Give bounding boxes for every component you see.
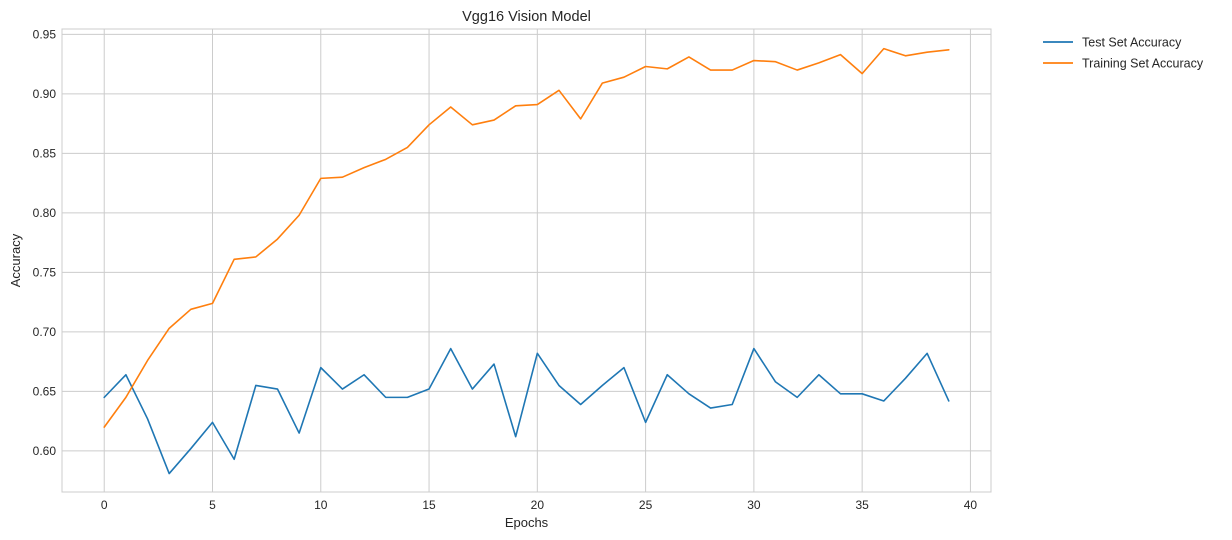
y-tick-label: 0.80 (33, 206, 57, 220)
y-tick-label: 0.75 (33, 265, 57, 279)
y-tick-label: 0.70 (33, 325, 57, 339)
grid (62, 29, 991, 492)
x-tick-label: 20 (531, 498, 545, 512)
x-tick-label: 35 (855, 498, 869, 512)
series-line-0 (103, 347, 950, 475)
x-axis-label: Epochs (505, 515, 549, 530)
y-tick-label: 0.65 (33, 384, 57, 398)
x-tick-label: 0 (101, 498, 108, 512)
legend-label-0: Test Set Accuracy (1082, 36, 1182, 50)
tick-labels: 0 5 10 15 20 25 30 35 40 0.60 0.65 0.70 0.75 0.80 0.85… (33, 27, 978, 512)
x-tick-label: 15 (422, 498, 436, 512)
y-tick-label: 0.90 (33, 87, 57, 101)
x-tick-label: 10 (314, 498, 328, 512)
y-axis-label: Accuracy (8, 233, 23, 287)
legend: Test Set Accuracy Training Set Accuracy (1043, 36, 1204, 71)
x-tick-label: 30 (747, 498, 761, 512)
x-tick-label: 25 (639, 498, 653, 512)
chart-title: Vgg16 Vision Model (462, 9, 591, 25)
series-line-1 (103, 47, 950, 428)
legend-label-1: Training Set Accuracy (1082, 57, 1204, 71)
series-lines (103, 47, 950, 475)
y-tick-label: 0.85 (33, 146, 57, 160)
y-tick-label: 0.95 (33, 27, 57, 41)
x-tick-label: 40 (964, 498, 978, 512)
x-tick-label: 5 (209, 498, 216, 512)
y-tick-label: 0.60 (33, 444, 57, 458)
plot-area-frame (61, 28, 992, 493)
